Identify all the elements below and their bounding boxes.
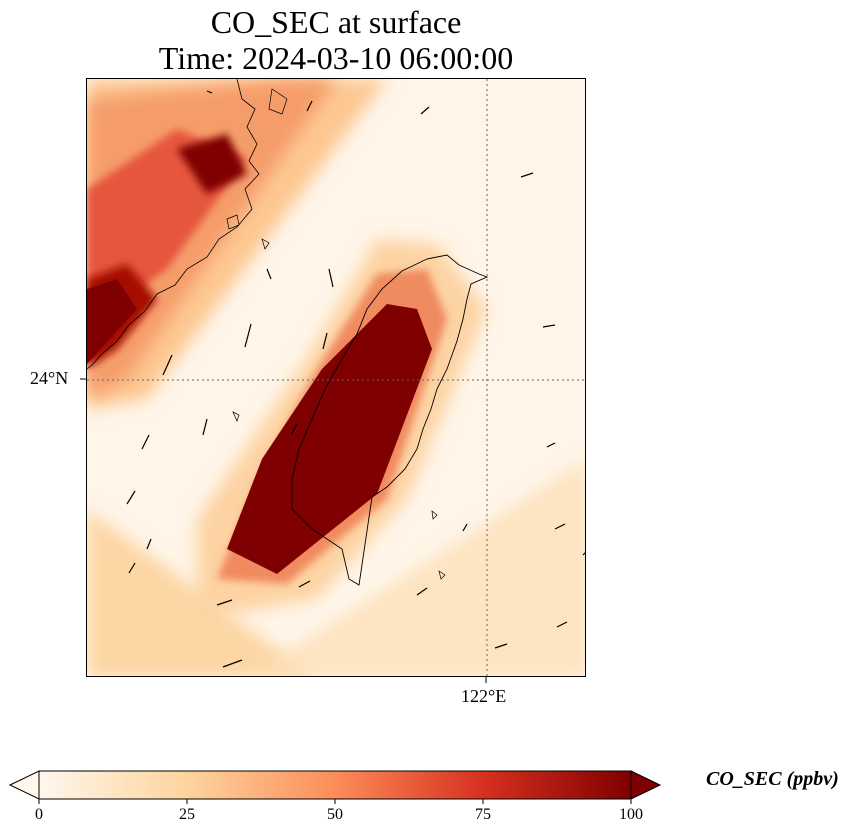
colorbar-extend-min [8,770,40,800]
plume-core-north [177,134,247,194]
latitude-label: 24°N [30,368,69,388]
china-coastline [87,79,260,370]
map-panel [86,78,586,677]
title-line-2: Time: 2024-03-10 06:00:00 [158,40,514,76]
colorbar-tick-75: 75 [475,806,491,823]
colorbar-tick-50: 50 [327,806,343,823]
taiwan-outline [291,254,489,586]
colorbar-gradient [38,770,632,800]
plume-core-west-inner [87,279,137,364]
map-canvas [87,79,585,676]
plume-southeast [250,460,585,676]
longitude-label: 122°E [461,686,507,706]
colorbar-tick-25: 25 [179,806,195,823]
coastal-islands [226,88,288,250]
colorbar-tick-100: 100 [619,806,643,823]
plume-taiwan-core [227,304,432,574]
colorbar-label: CO_SEC (ppbv) [706,768,839,790]
wind-vectors [126,90,585,668]
title-line-1: CO_SEC at surface [210,4,462,40]
colorbar-tick-0: 0 [35,806,43,823]
colorbar-extend-max [630,770,662,800]
map-title: CO_SEC at surface Time: 2024-03-10 06:00… [86,4,586,76]
small-islands [232,411,446,580]
